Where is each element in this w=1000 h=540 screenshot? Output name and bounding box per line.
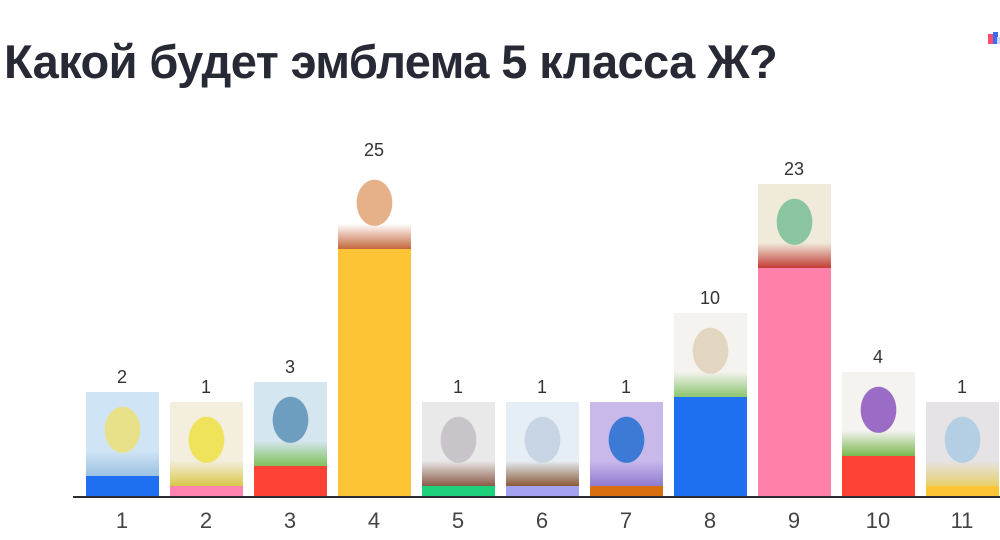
bar-7 <box>589 486 663 496</box>
value-label: 1 <box>956 377 967 398</box>
value-label: 1 <box>536 377 547 398</box>
emblem-drawing-1 <box>85 392 159 477</box>
bar-6 <box>505 486 579 496</box>
x-tick-label: 8 <box>703 508 717 533</box>
emblem-drawing-5 <box>421 402 495 487</box>
emblem-drawing-7 <box>589 402 663 487</box>
x-tick-label: 11 <box>950 508 974 533</box>
emblem-drawing-11 <box>925 402 999 487</box>
logo-icon <box>988 30 1000 44</box>
bar-10 <box>841 456 915 496</box>
emblem-drawing-2 <box>169 402 243 487</box>
value-label: 25 <box>363 139 385 160</box>
emblem-drawing-6 <box>505 402 579 487</box>
emblem-drawing-3 <box>253 382 327 467</box>
bar-4 <box>337 248 411 496</box>
page-title: Какой будет эмблема 5 класса Ж? <box>4 35 778 88</box>
x-tick-label: 2 <box>199 508 213 533</box>
emblem-drawing-8 <box>673 313 747 397</box>
value-label: 3 <box>284 357 295 378</box>
value-label: 1 <box>452 377 463 398</box>
bar-11 <box>925 486 999 496</box>
bar-8 <box>673 397 747 496</box>
emblem-drawing-9 <box>757 184 831 269</box>
value-label: 1 <box>200 377 211 398</box>
emblem-drawing-4 <box>337 164 411 249</box>
value-label: 4 <box>872 347 883 368</box>
bar-1 <box>85 476 159 496</box>
value-label: 10 <box>699 288 721 308</box>
value-label: 1 <box>620 377 631 398</box>
x-tick-label: 9 <box>787 508 801 533</box>
value-label: 2 <box>116 367 127 388</box>
value-label: 23 <box>783 159 805 180</box>
x-axis-line <box>73 496 1000 498</box>
x-tick-label: 3 <box>283 508 297 533</box>
x-tick-label: 1 <box>115 508 129 533</box>
x-tick-label: 6 <box>535 508 549 533</box>
x-tick-label: 10 <box>865 508 891 533</box>
emblem-drawing-10 <box>841 372 915 457</box>
bar-3 <box>253 466 327 496</box>
bar-9 <box>757 268 831 496</box>
x-tick-label: 7 <box>619 508 633 533</box>
x-tick-label: 5 <box>451 508 465 533</box>
bar-5 <box>421 486 495 496</box>
x-tick-label: 4 <box>367 508 381 533</box>
bar-2 <box>169 486 243 496</box>
